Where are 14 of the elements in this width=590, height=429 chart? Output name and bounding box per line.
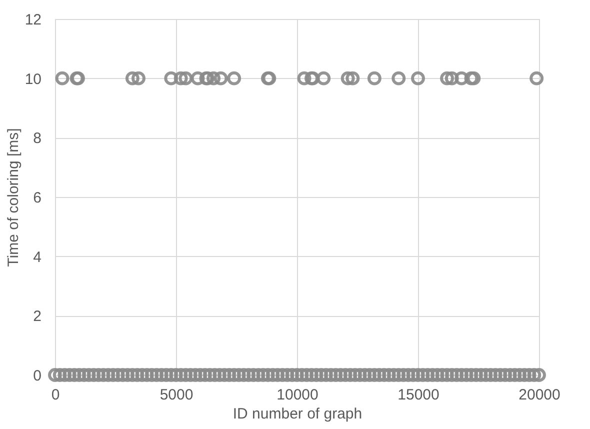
y-tick-label: 8: [33, 130, 42, 148]
y-tick-label: 10: [24, 70, 42, 88]
y-axis-title: Time of coloring [ms]: [4, 128, 22, 267]
x-axis-title: ID number of graph: [232, 406, 362, 422]
y-tick-label: 6: [33, 190, 42, 206]
x-tick-label: 20000: [518, 386, 560, 404]
y-tick-label: 2: [33, 308, 42, 326]
y-tick-label: 4: [33, 248, 42, 266]
y-tick-label: 12: [24, 12, 42, 28]
x-tick-label: 15000: [398, 386, 440, 404]
x-tick-label: 10000: [276, 386, 318, 404]
y-tick-label: 0: [33, 368, 42, 384]
x-tick-label: 0: [51, 386, 60, 404]
x-tick-label: 5000: [160, 386, 194, 404]
